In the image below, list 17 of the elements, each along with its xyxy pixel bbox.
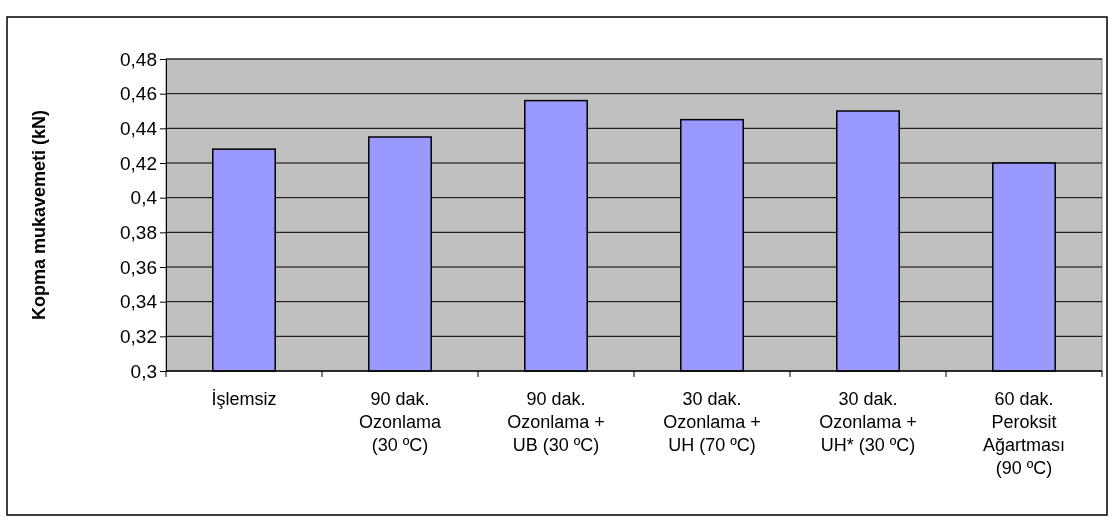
y-tick-label: 0,34 [120,291,158,313]
x-tick-label: 30 dak. Ozonlama + UH* (30 ºC) [819,389,917,455]
y-tick-label: 0,46 [120,83,157,105]
x-tick-label: 30 dak. Ozonlama + UH (70 ºC) [663,389,761,455]
x-tick-label: 60 dak. Peroksit Ağartması (90 ºC) [982,389,1066,478]
y-tick-label: 0,42 [120,152,157,174]
y-tick-label: 0,32 [120,325,157,347]
x-tick-label: İşlemsiz [211,389,277,409]
y-tick-label: 0,44 [120,117,158,139]
y-tick-label: 0,38 [120,221,157,243]
x-tick-label: 90 dak. Ozonlama (30 ºC) [358,389,442,455]
x-tick-label: 90 dak. Ozonlama + UB (30 ºC) [507,389,605,455]
y-tick-label: 0,36 [120,256,157,278]
y-tick-label: 0,48 [120,48,157,70]
y-tick-label: 0,3 [130,360,157,382]
y-tick-label: 0,4 [130,187,158,209]
y-axis-title: Kopma mukavemeti (kN) [29,109,49,321]
